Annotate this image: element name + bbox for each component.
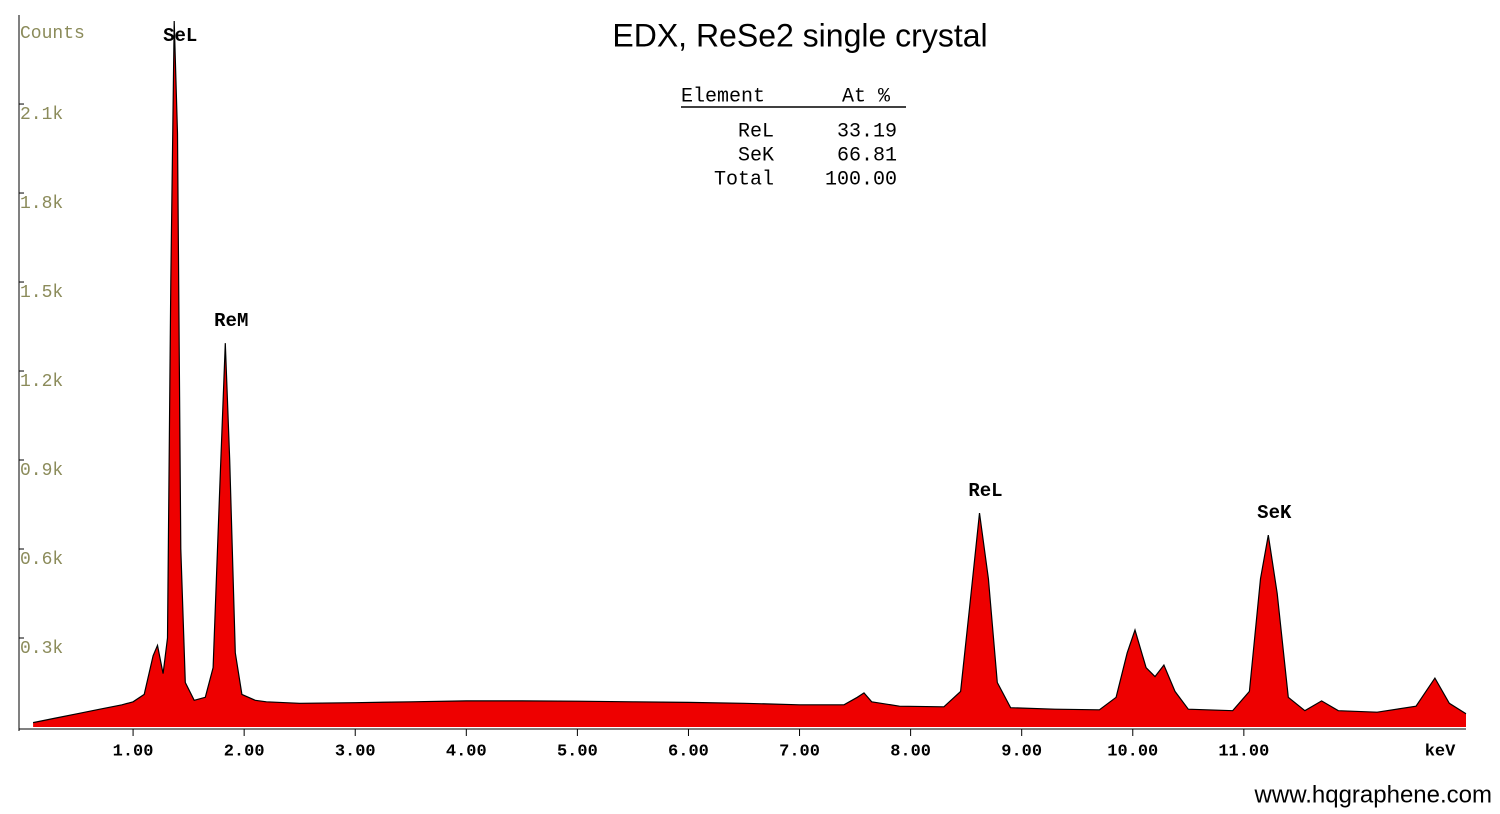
y-tick-label: 1.2k [20, 372, 63, 392]
spectrum-area [33, 21, 1467, 727]
table-cell: Total [714, 168, 774, 191]
x-tick-label: 7.00 [779, 742, 820, 761]
y-tick-label: 2.1k [20, 105, 63, 125]
y-tick-label: 1.5k [20, 283, 63, 303]
x-tick-label: 8.00 [890, 742, 931, 761]
y-tick-label: 1.8k [20, 194, 63, 214]
y-tick-label: 0.9k [20, 461, 63, 481]
x-axis-label: keV [1425, 742, 1456, 761]
x-tick-label: 11.00 [1218, 742, 1269, 761]
x-tick-label: 5.00 [557, 742, 598, 761]
x-tick-label: 2.00 [224, 742, 265, 761]
table-cell: ReL [738, 120, 774, 143]
peak-label: ReM [214, 310, 248, 332]
table-cell: 66.81 [837, 144, 897, 167]
x-tick-label: 1.00 [113, 742, 154, 761]
y-axis-label: Counts [20, 24, 85, 44]
x-tick-label: 9.00 [1001, 742, 1042, 761]
table-header: Element [681, 85, 765, 108]
watermark: www.hqgraphene.com [1254, 781, 1492, 808]
peak-label: SeL [163, 25, 197, 47]
chart-title: EDX, ReSe2 single crystal [612, 17, 987, 53]
table-header: At % [842, 85, 891, 108]
peak-label: SeK [1257, 502, 1292, 524]
x-tick-label: 6.00 [668, 742, 709, 761]
spectrum-outline [32, 20, 1467, 724]
x-tick-label: 3.00 [335, 742, 376, 761]
y-tick-label: 0.6k [20, 550, 63, 570]
y-tick-label: 0.3k [20, 639, 63, 659]
table-cell: 33.19 [837, 120, 897, 143]
table-cell: 100.00 [825, 168, 897, 191]
peak-label: ReL [968, 480, 1002, 502]
table-cell: SeK [738, 144, 774, 167]
x-tick-label: 10.00 [1107, 742, 1158, 761]
x-tick-label: 4.00 [446, 742, 487, 761]
